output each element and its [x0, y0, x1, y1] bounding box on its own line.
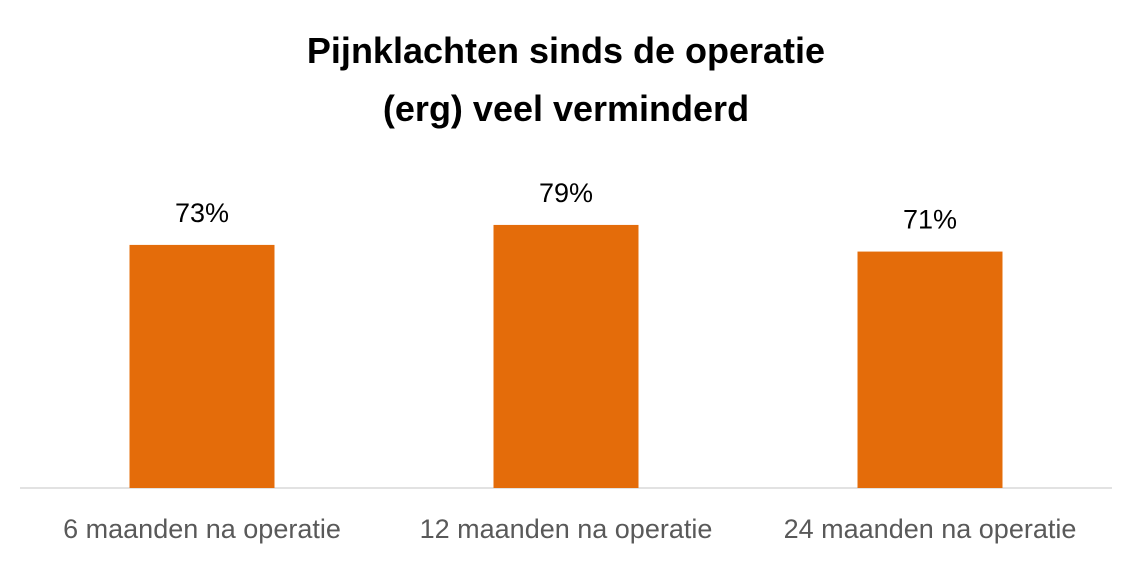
x-tick-label: 12 maanden na operatie: [420, 514, 713, 544]
bar: [493, 224, 639, 488]
value-label: 79%: [539, 178, 593, 208]
value-label: 73%: [175, 198, 229, 228]
x-tick-label: 6 maanden na operatie: [63, 514, 341, 544]
bar: [857, 251, 1003, 488]
bar: [129, 244, 275, 488]
chart-title: Pijnklachten sinds de operatie (erg) vee…: [306, 30, 826, 129]
x-tick-label: 24 maanden na operatie: [784, 514, 1077, 544]
value-label: 71%: [903, 205, 957, 235]
